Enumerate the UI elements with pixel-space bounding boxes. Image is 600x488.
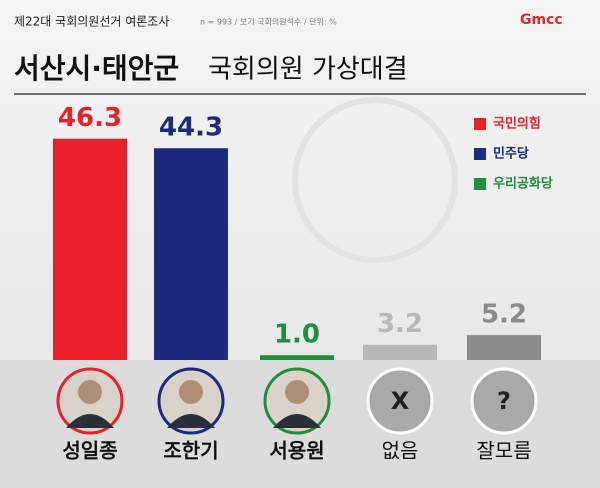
survey-label: 제22대 국회의원선거 여론조사 xyxy=(14,15,169,29)
watermark xyxy=(292,97,458,263)
avatar-head xyxy=(179,380,203,404)
legend-swatch xyxy=(474,178,486,190)
logo: Gmcc xyxy=(520,12,563,28)
x-tick-label: 잘모름 xyxy=(476,439,531,463)
avatar xyxy=(470,367,538,435)
x-tick-label: 조한기 xyxy=(163,439,218,463)
chart-title: 국회의원 가상대결 xyxy=(208,55,408,85)
value-label: 46.3 xyxy=(58,103,122,133)
legend-swatch xyxy=(474,148,486,160)
value-label: 3.2 xyxy=(377,309,423,339)
avatar-head xyxy=(78,380,102,404)
value-label: 44.3 xyxy=(159,113,223,143)
legend-label: 우리공화당 xyxy=(493,176,553,192)
value-label: 1.0 xyxy=(274,320,320,350)
legend-label: 국민의힘 xyxy=(493,116,541,132)
avatar-body xyxy=(273,414,321,428)
legend-label: 민주당 xyxy=(493,146,529,162)
bar xyxy=(154,148,228,360)
bar xyxy=(260,355,334,360)
avatar-body xyxy=(66,414,114,428)
x-tick-label: 성일종 xyxy=(62,439,117,463)
value-label: 5.2 xyxy=(481,300,527,330)
bar xyxy=(363,344,437,360)
avatar-icon: X xyxy=(391,387,410,415)
x-tick-label: 없음 xyxy=(382,439,419,463)
avatar-icon: ? xyxy=(497,387,511,415)
avatar-head xyxy=(285,380,309,404)
avatar-body xyxy=(167,414,215,428)
x-tick-label: 서용원 xyxy=(269,439,324,463)
bar xyxy=(467,335,541,360)
legend-swatch xyxy=(474,118,486,130)
bar xyxy=(53,138,127,360)
avatar xyxy=(366,367,434,435)
chart-title-region: 서산시·태안군 xyxy=(14,52,179,85)
survey-note: n = 993 / 보기 국회의원석수 / 단위: % xyxy=(200,17,337,27)
